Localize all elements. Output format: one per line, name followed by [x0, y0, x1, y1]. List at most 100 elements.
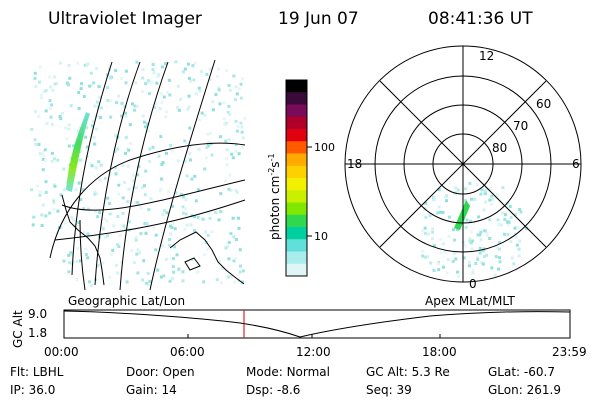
emission-pixel: [182, 195, 186, 199]
emission-pixel: [136, 200, 140, 204]
emission-pixel: [52, 199, 56, 203]
emission-pixel: [135, 104, 139, 108]
emission-pixel: [222, 117, 226, 121]
emission-pixel: [145, 222, 149, 226]
emission-pixel: [115, 101, 119, 105]
emission-pixel: [513, 226, 517, 230]
emission-pixel: [493, 273, 497, 277]
emission-pixel: [141, 67, 145, 71]
emission-pixel: [234, 189, 238, 193]
emission-pixel: [237, 216, 240, 220]
emission-pixel: [186, 62, 190, 66]
emission-pixel: [77, 181, 81, 185]
emission-pixel: [38, 65, 42, 69]
emission-pixel: [38, 80, 41, 84]
colorbar-swatch: [286, 263, 307, 277]
emission-pixel: [443, 250, 447, 254]
emission-pixel: [232, 259, 236, 263]
emission-pixel: [485, 253, 488, 257]
emission-pixel: [134, 238, 138, 242]
emission-pixel: [421, 249, 425, 253]
emission-pixel: [144, 169, 148, 173]
emission-pixel: [226, 275, 230, 279]
emission-pixel: [206, 132, 210, 136]
colorbar-tick-label: 100: [314, 141, 335, 154]
emission-pixel: [498, 241, 502, 244]
status-seq: Seq: 39: [366, 383, 412, 397]
emission-pixel: [198, 216, 202, 220]
emission-pixel: [72, 144, 76, 148]
emission-pixel: [141, 90, 144, 93]
mlt-label-right: 6: [572, 157, 580, 171]
emission-pixel: [161, 244, 165, 248]
colorbar-swatch: [286, 239, 307, 252]
emission-pixel: [518, 239, 522, 243]
emission-pixel: [201, 217, 205, 221]
emission-pixel: [468, 239, 472, 243]
emission-pixel: [92, 136, 96, 140]
emission-pixel: [56, 209, 60, 213]
emission-pixel: [235, 92, 239, 96]
emission-pixel: [139, 232, 143, 236]
emission-pixel: [209, 142, 213, 146]
altitude-y-tick: 1.8: [28, 326, 47, 340]
emission-pixel: [158, 107, 162, 110]
colorbar-swatch: [286, 141, 307, 154]
emission-pixel: [121, 163, 125, 167]
emission-pixel: [476, 257, 480, 261]
emission-pixel: [39, 93, 43, 97]
emission-pixel: [469, 230, 473, 234]
polar-caption: Apex MLat/MLT: [425, 294, 515, 308]
emission-pixel: [239, 96, 243, 100]
emission-pixel: [234, 238, 238, 242]
emission-pixel: [113, 165, 117, 169]
emission-pixel: [217, 86, 221, 90]
colorbar-swatch: [286, 104, 307, 118]
emission-pixel: [197, 86, 201, 90]
emission-pixel: [206, 144, 210, 148]
emission-pixel: [77, 91, 81, 95]
emission-pixel: [44, 214, 48, 218]
emission-pixel: [452, 191, 456, 195]
emission-pixel: [95, 67, 99, 71]
emission-pixel: [207, 140, 211, 144]
emission-pixel: [134, 186, 138, 190]
emission-pixel: [190, 177, 194, 181]
emission-pixel: [193, 61, 197, 65]
emission-pixel: [101, 227, 105, 231]
emission-pixel: [89, 71, 93, 75]
emission-pixel: [75, 246, 79, 250]
emission-pixel: [69, 104, 73, 108]
emission-pixel: [176, 159, 180, 163]
emission-pixel: [203, 113, 207, 117]
emission-pixel: [225, 148, 229, 152]
emission-pixel: [468, 219, 472, 223]
emission-pixel: [44, 109, 48, 113]
emission-pixel: [421, 229, 425, 233]
emission-pixel: [127, 187, 131, 191]
emission-pixel: [79, 259, 82, 263]
emission-pixel: [98, 178, 102, 182]
emission-pixel: [235, 129, 239, 133]
emission-pixel: [164, 62, 168, 66]
emission-pixel: [154, 102, 158, 106]
emission-pixel: [142, 184, 146, 188]
colorbar-strips: [286, 80, 307, 277]
emission-pixel: [471, 269, 475, 272]
emission-pixel: [67, 144, 71, 148]
emission-pixel: [48, 106, 52, 110]
emission-pixel: [179, 97, 182, 101]
emission-pixel: [184, 207, 187, 211]
emission-pixel: [236, 125, 240, 129]
emission-pixel: [238, 248, 242, 252]
emission-pixel: [499, 223, 503, 227]
emission-pixel: [89, 162, 93, 166]
emission-pixel: [185, 223, 189, 227]
emission-pixel: [210, 230, 214, 234]
emission-pixel: [63, 188, 66, 192]
emission-pixel: [40, 96, 43, 100]
emission-pixel: [174, 60, 178, 64]
emission-pixel: [438, 210, 442, 214]
emission-pixel: [468, 181, 472, 185]
emission-pixel: [221, 267, 225, 270]
